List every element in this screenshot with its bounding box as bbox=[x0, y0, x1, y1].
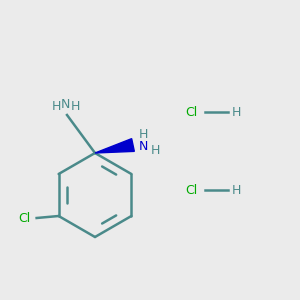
Text: Cl: Cl bbox=[185, 184, 197, 196]
Text: H: H bbox=[232, 106, 242, 118]
Text: N: N bbox=[60, 98, 70, 110]
Text: N: N bbox=[139, 140, 148, 152]
Text: H: H bbox=[70, 100, 80, 113]
Text: H: H bbox=[232, 184, 242, 196]
Text: H: H bbox=[151, 143, 160, 157]
Polygon shape bbox=[95, 139, 134, 153]
Text: H: H bbox=[51, 100, 61, 113]
Text: Cl: Cl bbox=[185, 106, 197, 118]
Text: H: H bbox=[139, 128, 148, 142]
Text: Cl: Cl bbox=[19, 212, 31, 224]
